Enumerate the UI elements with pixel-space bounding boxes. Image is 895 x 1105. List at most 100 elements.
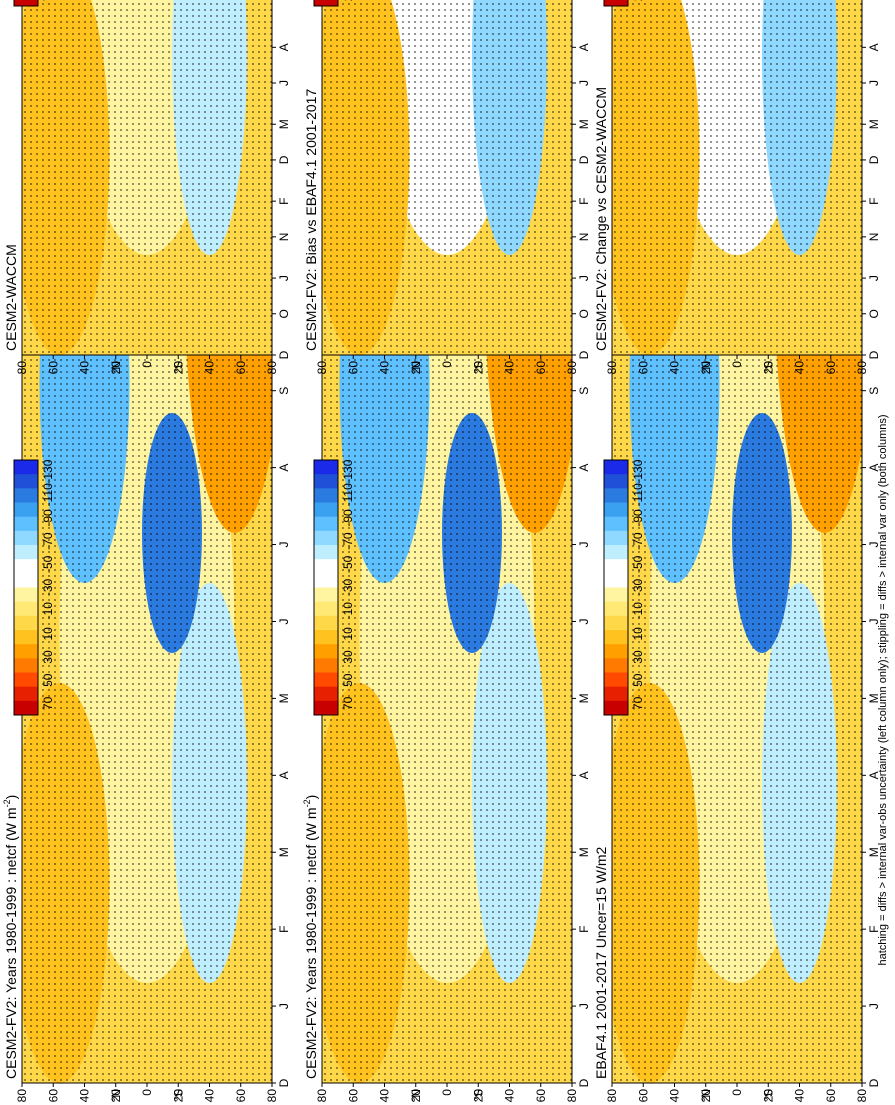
lat-tick-label: 60 — [636, 1089, 650, 1103]
colorbar-swatch — [604, 502, 628, 517]
colorbar-label: 10 — [41, 627, 55, 641]
colorbar: 201612840-4-8-12-16-20 — [313, 0, 355, 7]
colorbar-label: 30 — [341, 650, 355, 664]
colorbar-label: 70 — [341, 696, 355, 710]
lat-tick-label: 0 — [440, 361, 454, 368]
colorbar-swatch — [604, 657, 628, 673]
colorbar-label: -110 — [631, 483, 645, 506]
lat-tick-label: 60 — [46, 1089, 60, 1103]
hemisphere-label-north: °N — [409, 1089, 423, 1102]
stippling — [322, 0, 572, 355]
lat-tick-label: 0 — [140, 1089, 154, 1096]
panel-5: CESM2-FV2: Bias vs EBAF4.1 2001-2017 D J F M… — [303, 0, 591, 374]
colorbar-frame — [313, 0, 339, 7]
colorbar-label: -50 — [41, 555, 55, 573]
colorbar-label: -70 — [341, 532, 355, 550]
colorbar-swatch — [604, 671, 628, 687]
lat-tick-label: 60 — [346, 1089, 360, 1103]
month-tick-label: J — [277, 1003, 291, 1009]
stippling — [612, 0, 862, 355]
colorbar-label: 50 — [631, 673, 645, 687]
lat-tick-label: 20 — [409, 1089, 423, 1103]
colorbar-swatch — [604, 586, 628, 602]
colorbar-swatch — [14, 502, 38, 517]
colorbar-label: 70 — [41, 696, 55, 710]
hemisphere-label-south: °S — [761, 1089, 775, 1102]
panel-title: CESM2-FV2: Years 1980-1999 : netcf (W m-… — [302, 795, 319, 1079]
lat-tick-label: 40 — [378, 361, 392, 375]
colorbar-label: 70 — [631, 696, 645, 710]
month-tick-label: M — [277, 847, 291, 857]
hemisphere-label-south: °S — [171, 361, 185, 374]
lat-tick-label: 80 — [605, 1089, 619, 1103]
month-tick-label: A — [867, 771, 881, 779]
colorbar-swatch — [314, 530, 338, 545]
colorbar-swatch — [14, 516, 38, 531]
lat-tick-label: 80 — [315, 1089, 329, 1103]
lat-tick-label: 20 — [471, 1089, 485, 1103]
lat-tick-label: 40 — [78, 1089, 92, 1103]
lat-tick-label: 80 — [605, 361, 619, 375]
colorbar-label: 20 — [341, 0, 355, 1]
panel-title: CESM2-FV2: Change vs CESM2-WACCM — [593, 87, 609, 351]
colorbar-label: -10 — [341, 602, 355, 620]
colorbar-swatch — [14, 671, 38, 687]
lat-tick-label: 20 — [109, 361, 123, 375]
panel-6: CESM2-FV2: Change vs CESM2-WACCMDJFMAMJJ… — [593, 0, 881, 374]
month-tick-label: S — [577, 387, 591, 395]
hemisphere-label-north: °N — [109, 1089, 123, 1102]
lat-tick-label: 20 — [699, 1089, 713, 1103]
colorbar-label: 30 — [631, 650, 645, 664]
colorbar-label: -50 — [341, 555, 355, 573]
colorbar-swatch — [14, 459, 38, 475]
colorbar-swatch — [14, 558, 38, 574]
lat-tick-label: 80 — [315, 361, 329, 375]
lat-tick-label: 60 — [46, 361, 60, 375]
colorbar-label: -30 — [341, 579, 355, 597]
lat-tick-label: 80 — [15, 1089, 29, 1103]
month-tick-label: O — [867, 309, 881, 318]
colorbar-swatch — [14, 657, 38, 673]
month-tick-label: J — [867, 618, 881, 624]
colorbar-label: -110 — [341, 483, 355, 506]
month-tick-label: A — [577, 43, 591, 51]
month-tick-label: O — [577, 309, 591, 318]
lat-tick-label: 60 — [534, 361, 548, 375]
colorbar-frame — [603, 0, 629, 7]
lat-tick-label: 40 — [203, 361, 217, 375]
hemisphere-label-south: °S — [171, 1089, 185, 1102]
hemisphere-label-south: °S — [761, 361, 775, 374]
month-tick-label: M — [277, 693, 291, 703]
lat-tick-label: 80 — [265, 1089, 279, 1103]
colorbar-swatch — [604, 572, 628, 588]
colorbar-swatch — [14, 686, 38, 701]
month-tick-label: A — [277, 771, 291, 779]
lat-tick-label: 80 — [565, 361, 579, 375]
colorbar-swatch — [314, 558, 338, 574]
colorbar-swatch — [314, 601, 338, 616]
colorbar-swatch — [14, 629, 38, 645]
colorbar: 201612840-4-8-12-16-20 — [603, 0, 645, 7]
month-tick-label: J — [577, 618, 591, 624]
colorbar-label: -110 — [41, 483, 55, 506]
colorbar-frame — [13, 0, 39, 7]
stippling — [22, 0, 272, 355]
colorbar-label: -130 — [341, 459, 355, 483]
colorbar-label: -130 — [41, 459, 55, 483]
lat-tick-label: 60 — [636, 361, 650, 375]
lat-tick-label: 40 — [503, 361, 517, 375]
figure-footnote: hatching = diffs > internal var-obs unce… — [877, 414, 889, 965]
month-tick-label: A — [867, 43, 881, 51]
colorbar-label: 10 — [631, 627, 645, 641]
lat-tick-label: 80 — [855, 361, 869, 375]
colorbar-label: 20 — [631, 0, 645, 1]
colorbar-label: -10 — [41, 602, 55, 620]
colorbar-label: 50 — [341, 673, 355, 687]
month-tick-label: S — [277, 387, 291, 395]
month-tick-label: A — [277, 464, 291, 472]
month-tick-label: N — [867, 233, 881, 242]
colorbar-swatch — [314, 643, 338, 659]
month-tick-label: J — [867, 80, 881, 86]
